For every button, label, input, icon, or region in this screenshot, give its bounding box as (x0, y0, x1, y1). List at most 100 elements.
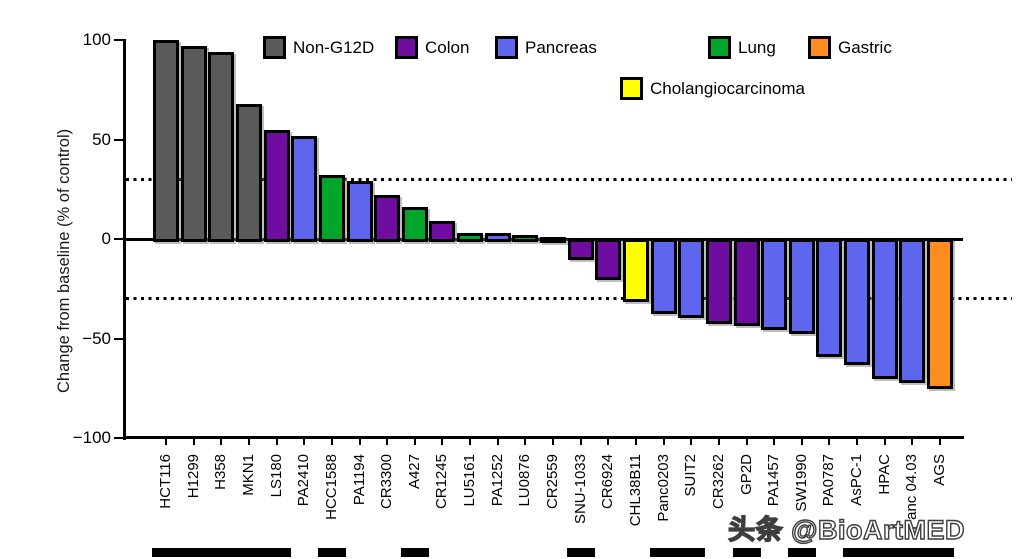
bar-cr3300 (374, 195, 401, 242)
group-marker (787, 548, 816, 557)
x-tick-label: PA1252 (488, 454, 506, 507)
y-tick-mark (114, 238, 124, 240)
x-tick-mark (690, 438, 693, 445)
legend-label-colon: Colon (425, 38, 470, 57)
group-marker (400, 548, 429, 557)
legend-label-pancreas: Pancreas (525, 38, 597, 57)
x-tick-label: HCC1588 (322, 454, 340, 520)
x-tick-mark (386, 438, 389, 445)
bar-mkn1 (235, 103, 262, 242)
legend: Non-G12D Colon Pancreas Lung Gastric Cholangi… (0, 0, 1031, 110)
y-tick-label: 50 (92, 129, 111, 149)
x-tick-mark (717, 438, 720, 445)
x-axis-line (123, 436, 964, 439)
legend-label-gastric: Gastric (838, 38, 892, 57)
x-tick-mark (552, 438, 554, 445)
y-tick-label: −50 (82, 328, 111, 348)
x-tick-mark (883, 438, 886, 445)
y-tick-label: 100 (82, 30, 111, 49)
x-tick-label: PA2410 (295, 454, 313, 507)
bar-pa1194 (346, 181, 373, 242)
y-tick-mark (114, 39, 124, 41)
x-tick-label: AGS (931, 454, 948, 486)
bar-hcc1588 (318, 175, 345, 242)
bar-chl38b11 (622, 239, 649, 302)
x-tick-mark (939, 438, 941, 445)
x-tick-mark (496, 438, 499, 445)
x-tick-label: H1299 (184, 454, 202, 499)
x-tick-mark (358, 438, 361, 445)
x-tick-mark (662, 438, 665, 445)
bar-cr2559 (540, 237, 566, 243)
x-tick-mark (745, 438, 748, 445)
y-tick-mark (114, 337, 124, 340)
x-tick-mark (634, 438, 637, 445)
x-tick-label: PA1457 (765, 454, 783, 507)
group-marker (843, 548, 954, 557)
x-tick-label: HPAC (875, 454, 893, 495)
x-tick-label: CR1245 (433, 454, 451, 510)
x-tick-mark (220, 438, 223, 445)
x-tick-mark (192, 438, 195, 445)
x-tick-label: CR2559 (544, 454, 561, 510)
y-tick-mark (114, 138, 124, 141)
x-tick-label: SW1990 (792, 454, 810, 512)
group-marker (152, 548, 291, 557)
y-tick-mark (114, 437, 124, 439)
x-tick-mark (911, 438, 914, 445)
reference-line (126, 297, 1012, 300)
x-tick-label: LS180 (267, 454, 285, 498)
bar-pa1457 (761, 239, 788, 330)
bar-gp2d (733, 239, 760, 326)
legend-label-cholangiocarcinoma: Cholangiocarcinoma (650, 79, 805, 98)
x-tick-mark (856, 438, 859, 445)
watermark: 头条 @BioArtMED (727, 514, 965, 545)
x-tick-mark (607, 438, 610, 445)
x-tick-mark (247, 438, 250, 445)
legend-swatch-cholangiocarcinoma (620, 77, 643, 100)
bar-h1299 (180, 46, 207, 242)
group-marker (317, 548, 346, 557)
legend-swatch-lung (708, 36, 731, 59)
bar-snu-1033 (567, 239, 594, 260)
x-tick-label: PA0787 (820, 454, 838, 507)
bar-ags (927, 239, 953, 390)
legend-swatch-colon (395, 36, 418, 59)
x-tick-label: HCT116 (157, 454, 174, 509)
bar-panc-04-03 (899, 239, 926, 384)
x-tick-mark (828, 438, 831, 445)
bar-h358 (208, 51, 235, 242)
x-tick-mark (773, 438, 776, 445)
reference-line (126, 178, 1012, 181)
y-tick-label: −100 (72, 428, 111, 447)
x-tick-label: CR6924 (599, 454, 617, 510)
x-tick-mark (413, 438, 416, 445)
x-tick-label: A427 (405, 454, 423, 490)
bar-hpac (871, 239, 898, 380)
bar-pa1252 (484, 233, 511, 242)
group-marker (566, 548, 595, 557)
x-tick-label: CHL38B11 (626, 454, 644, 527)
x-tick-mark (441, 438, 444, 445)
legend-swatch-pancreas (495, 36, 518, 59)
bar-pa0787 (816, 239, 843, 358)
legend-label-lung: Lung (738, 38, 776, 57)
legend-swatch-gastric (808, 36, 831, 59)
bar-aspc-1 (844, 239, 871, 366)
x-tick-label: AsPC-1 (848, 454, 866, 506)
bar-lu5161 (457, 233, 484, 242)
bar-a427 (401, 207, 428, 242)
bar-cr3262 (705, 239, 732, 324)
bar-suit2 (678, 239, 705, 318)
x-tick-label: CR3262 (709, 454, 727, 510)
x-tick-mark (275, 438, 278, 445)
x-tick-mark (165, 438, 167, 445)
bar-pa2410 (291, 135, 318, 242)
bar-ls180 (263, 129, 290, 243)
x-tick-mark (524, 438, 527, 445)
bar-lu0876 (512, 235, 539, 242)
x-tick-label: MKN1 (239, 454, 257, 496)
group-marker (649, 548, 706, 557)
x-tick-label: GP2D (737, 454, 755, 495)
